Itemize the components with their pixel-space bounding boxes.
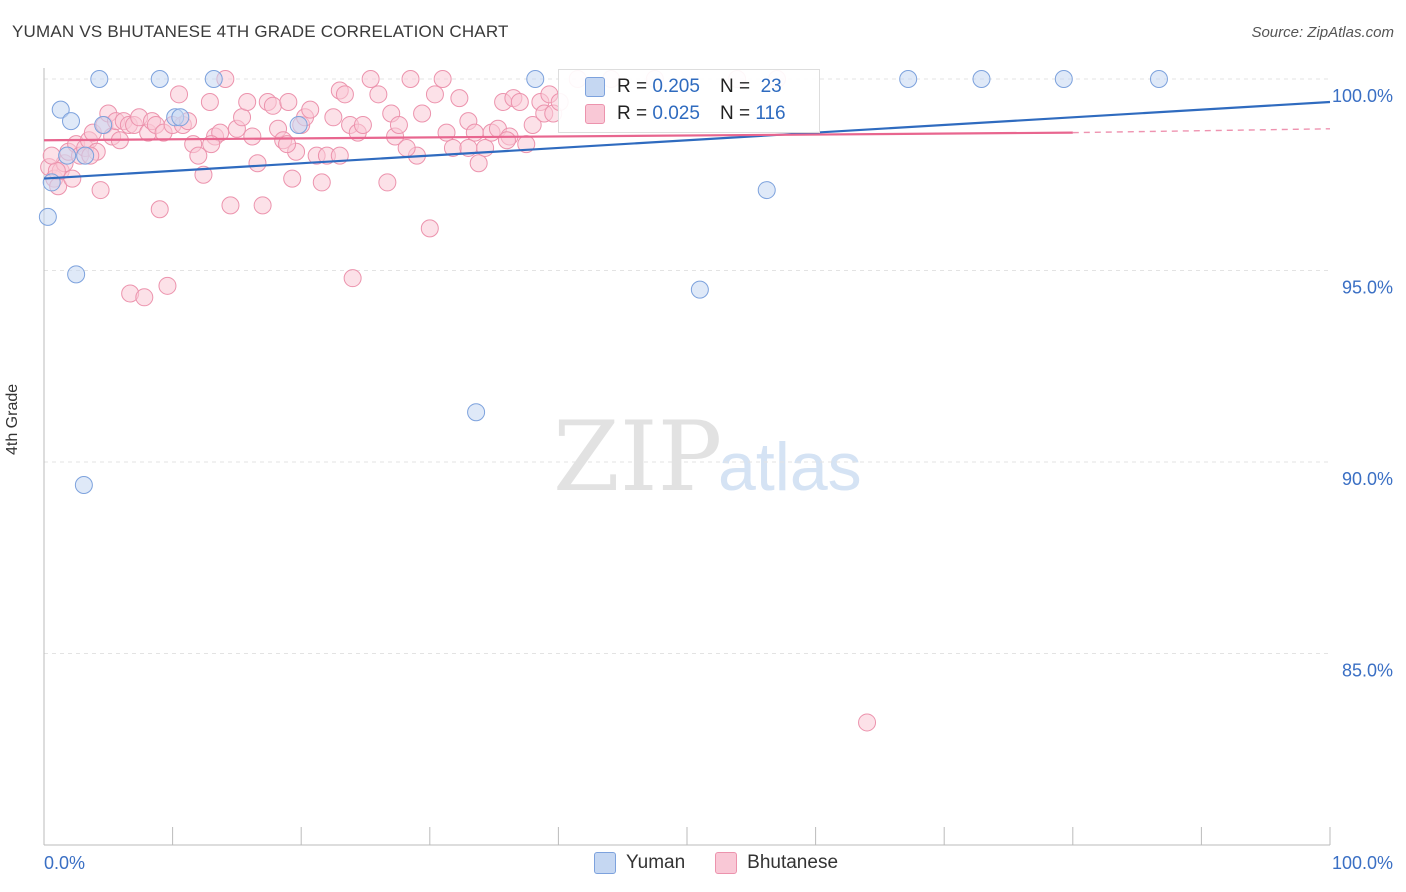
bhutanese-point xyxy=(248,154,267,173)
yuman-point xyxy=(757,181,776,200)
chart-legend: Yuman Bhutanese xyxy=(594,852,838,874)
yuman-point xyxy=(467,403,486,422)
bhutanese-point xyxy=(450,89,469,108)
bhutanese-point xyxy=(420,219,439,238)
yuman-point xyxy=(204,70,223,88)
bhutanese-point xyxy=(63,169,82,188)
bhutanese-point xyxy=(465,123,484,142)
yuman-point xyxy=(62,112,81,131)
yuman-point xyxy=(38,207,57,226)
yuman-point xyxy=(526,70,545,88)
yuman-point xyxy=(58,146,77,165)
bhutanese-point xyxy=(279,92,298,111)
bhutanese-point xyxy=(238,92,257,111)
bhutanese-point xyxy=(397,138,416,157)
bhutanese-point xyxy=(263,96,282,115)
bhutanese-point xyxy=(194,165,213,184)
yuman-point xyxy=(76,146,95,165)
stats-swatch-bhutanese xyxy=(585,104,605,124)
yuman-point xyxy=(972,70,991,88)
yuman-point xyxy=(51,100,70,119)
bhutanese-point xyxy=(343,269,362,288)
bhutanese-point xyxy=(189,146,208,165)
bhutanese-point xyxy=(42,146,61,165)
bhutanese-point xyxy=(858,713,877,732)
yuman-point xyxy=(90,70,109,88)
bhutanese-point xyxy=(312,173,331,192)
y-tick-label: 90.0% xyxy=(1342,469,1393,489)
bhutanese-trend-line xyxy=(43,131,1073,142)
bhutanese-trend-extension xyxy=(1072,128,1331,134)
x-tick-label-min: 0.0% xyxy=(44,853,85,873)
legend-item-yuman[interactable]: Yuman xyxy=(594,852,685,874)
x-tick-label-max: 100.0% xyxy=(1332,853,1393,873)
bhutanese-point xyxy=(476,138,495,157)
stats-n-bhutanese: 116 xyxy=(755,103,786,124)
yuman-point xyxy=(690,280,709,299)
bhutanese-point xyxy=(301,100,320,119)
stats-box: R = 0.205 N = 23 R = 0.025 N = 116 xyxy=(558,69,820,133)
bhutanese-point xyxy=(497,131,516,150)
bhutanese-point xyxy=(335,85,354,104)
y-axis-label: 4th Grade xyxy=(4,383,21,455)
bhutanese-point xyxy=(510,92,529,111)
legend-label-bhutanese: Bhutanese xyxy=(747,852,839,873)
bhutanese-point xyxy=(233,108,252,127)
bhutanese-point xyxy=(278,135,297,154)
bhutanese-point xyxy=(170,85,189,104)
bhutanese-point xyxy=(243,127,262,146)
bhutanese-point xyxy=(353,115,372,134)
yuman-trend-line xyxy=(43,100,1331,180)
yuman-point xyxy=(1149,70,1168,88)
chart-title: YUMAN VS BHUTANESE 4TH GRADE CORRELATION… xyxy=(12,22,509,41)
stats-r-bhutanese: 0.025 xyxy=(652,103,700,124)
yuman-point xyxy=(899,70,918,88)
yuman-point xyxy=(171,108,190,127)
bhutanese-point xyxy=(523,115,542,134)
bhutanese-point xyxy=(221,196,240,215)
bhutanese-point xyxy=(324,108,343,127)
stats-swatch-yuman xyxy=(585,77,605,97)
bhutanese-point xyxy=(253,196,272,215)
y-tick-label: 100.0% xyxy=(1332,86,1393,106)
y-tick-label: 95.0% xyxy=(1342,278,1393,298)
legend-item-bhutanese[interactable]: Bhutanese xyxy=(715,852,838,874)
chart-source: Source: ZipAtlas.com xyxy=(1251,24,1394,41)
bhutanese-point xyxy=(200,92,219,111)
bhutanese-point xyxy=(469,154,488,173)
bhutanese-point xyxy=(437,123,456,142)
yuman-point xyxy=(67,265,86,284)
bhutanese-point xyxy=(389,115,408,134)
y-tick-label: 85.0% xyxy=(1342,661,1393,681)
bhutanese-point xyxy=(91,181,110,200)
legend-swatch-bhutanese xyxy=(715,852,738,874)
stats-r-yuman: 0.205 xyxy=(652,76,700,97)
bhutanese-point xyxy=(425,85,444,104)
bhutanese-point xyxy=(378,173,397,192)
bhutanese-point xyxy=(433,70,452,88)
bhutanese-point xyxy=(369,85,388,104)
yuman-point xyxy=(1054,70,1073,88)
bhutanese-point xyxy=(413,104,432,123)
yuman-point xyxy=(74,475,93,494)
stats-row-bhutanese: R = 0.025 N = 116 xyxy=(585,103,786,125)
bhutanese-point xyxy=(150,200,169,219)
bhutanese-point xyxy=(401,70,420,88)
yuman-point xyxy=(42,173,61,192)
legend-label-yuman: Yuman xyxy=(626,852,686,873)
bhutanese-point xyxy=(158,276,177,295)
bhutanese-point xyxy=(135,288,154,307)
yuman-point xyxy=(150,70,169,88)
stats-n-yuman: 23 xyxy=(760,76,782,97)
bhutanese-point xyxy=(361,70,380,88)
bhutanese-point xyxy=(283,169,302,188)
yuman-point xyxy=(94,115,113,134)
stats-row-yuman: R = 0.205 N = 23 xyxy=(585,76,782,98)
watermark-atlas: atlas xyxy=(718,429,862,505)
watermark-zip: ZIP xyxy=(553,401,722,513)
yuman-point xyxy=(289,115,308,134)
legend-swatch-yuman xyxy=(594,852,616,874)
